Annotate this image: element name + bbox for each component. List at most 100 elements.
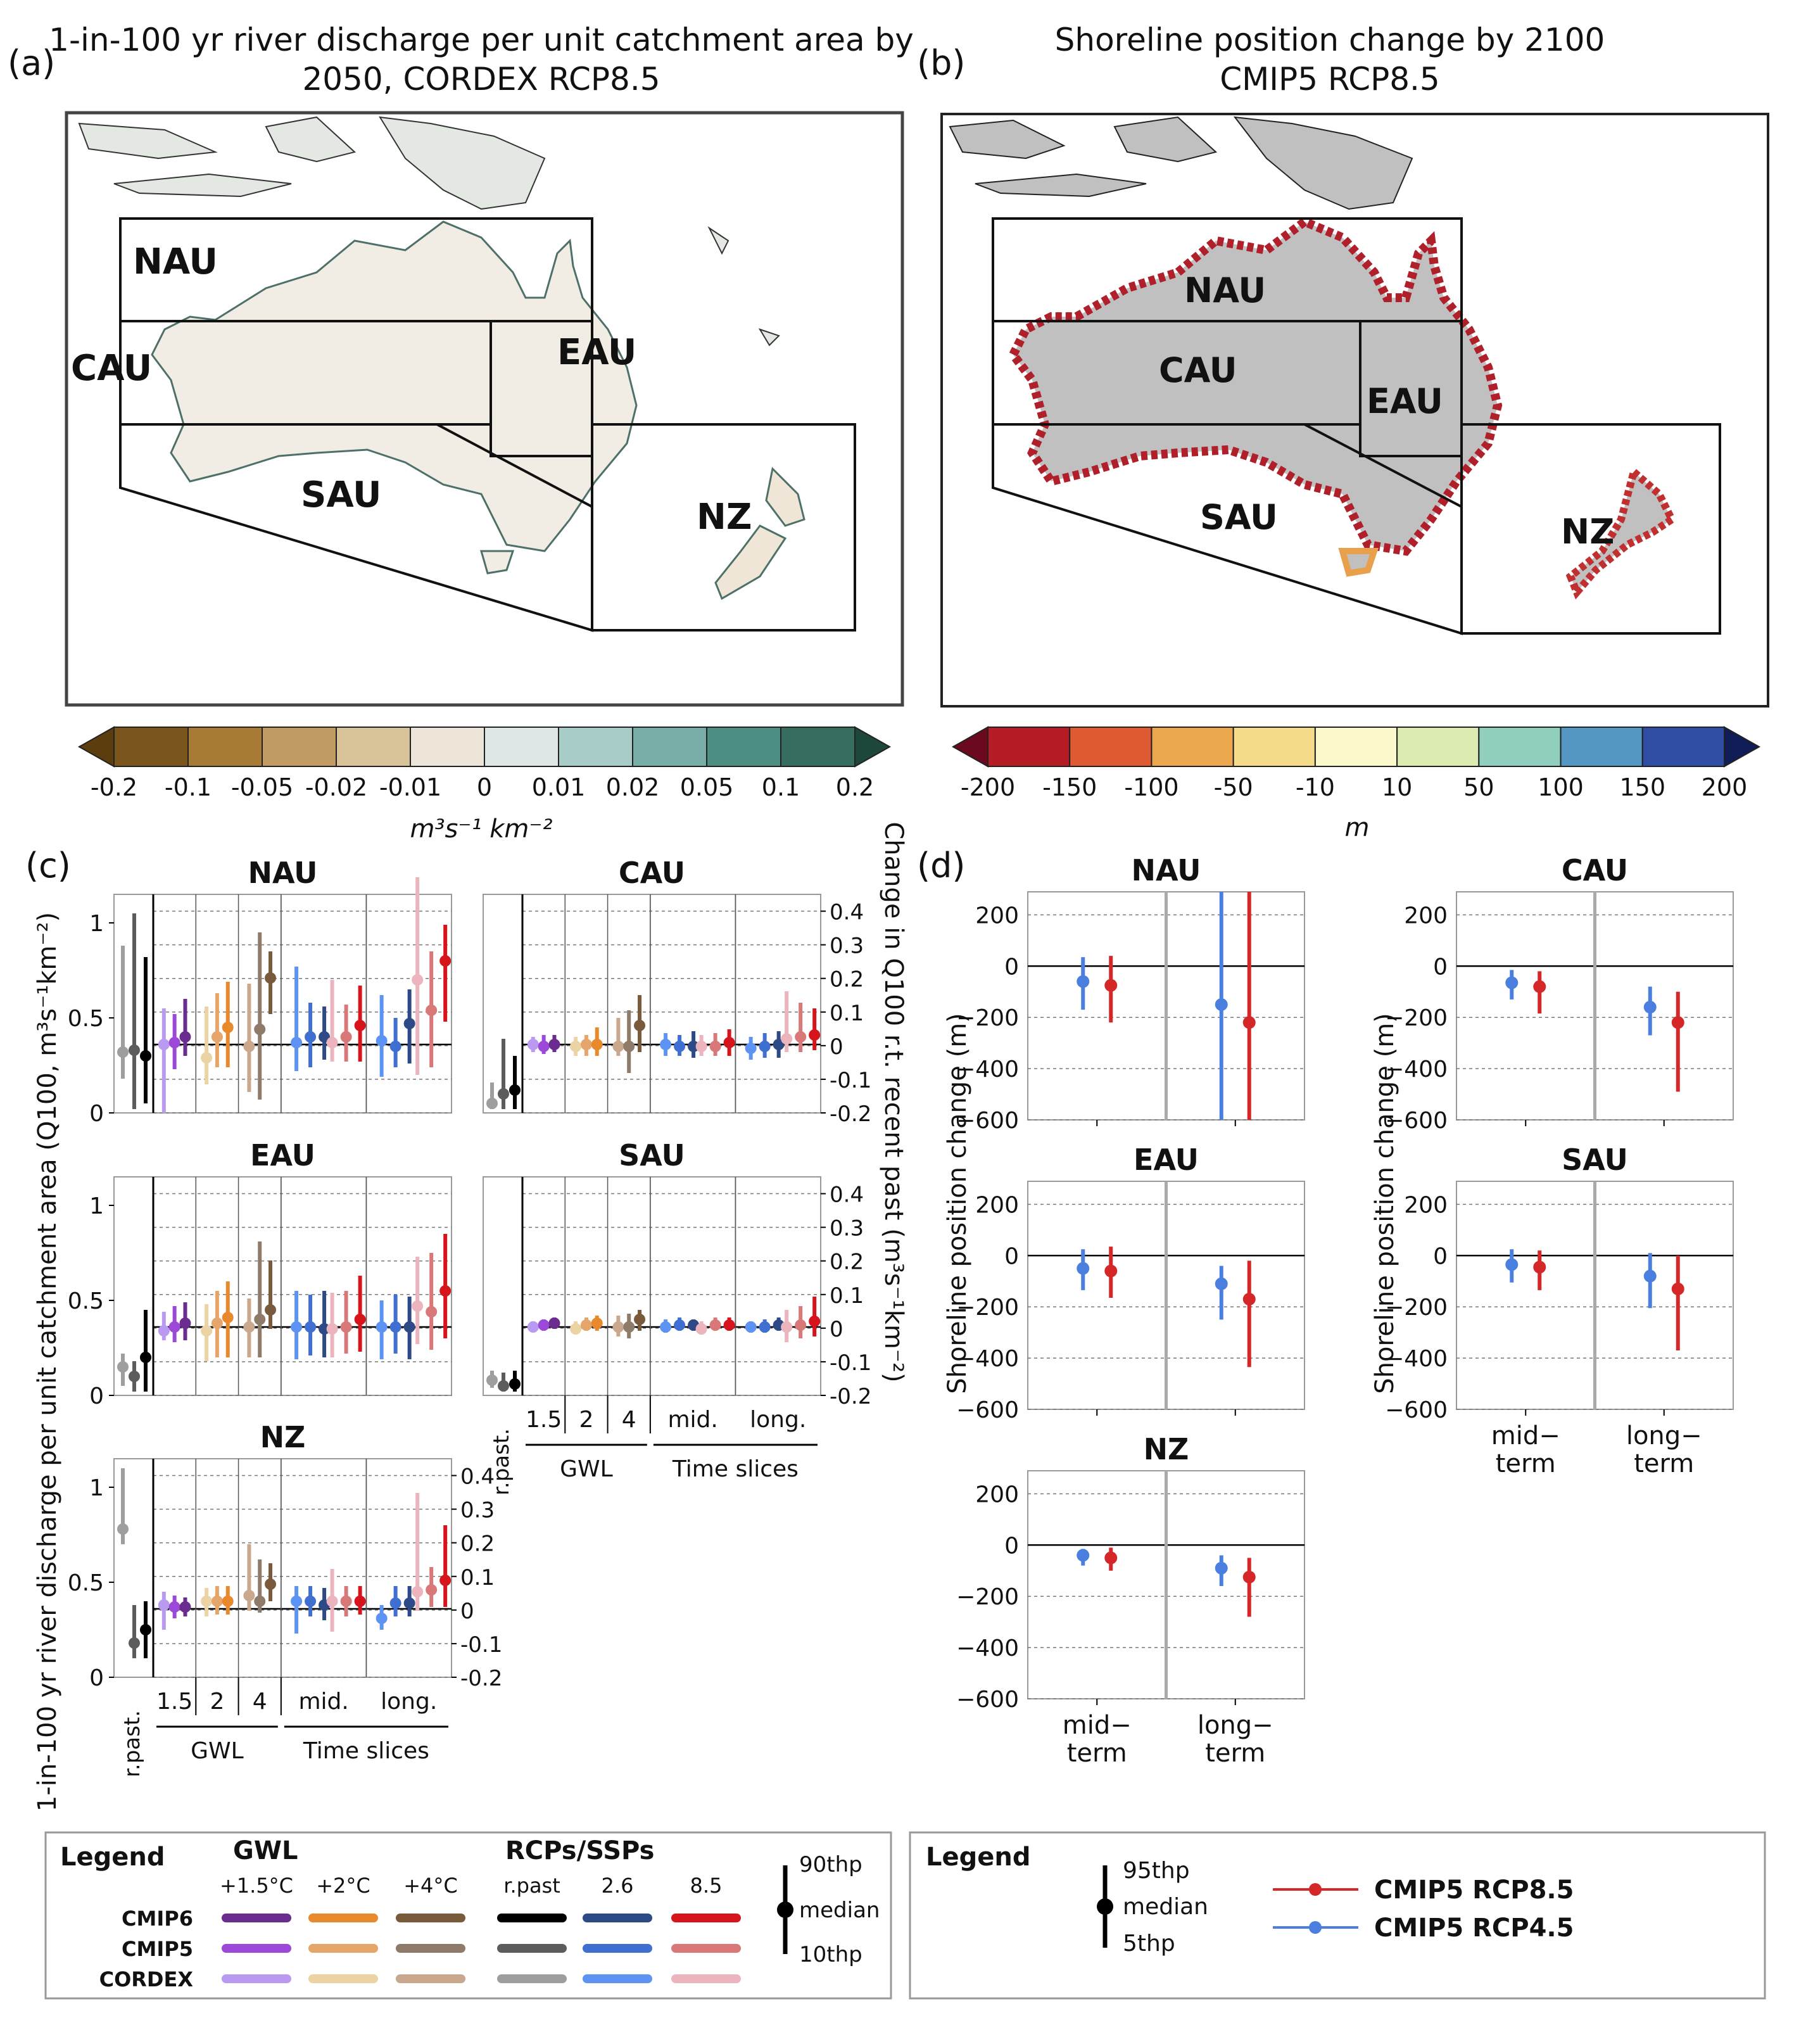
legend-c-col: +4°C: [403, 1874, 458, 1898]
panel-d-ylabel-left: Shoreline position change (m): [943, 1013, 972, 1394]
colorbar-tick-label: 0: [477, 773, 492, 801]
colorbar-tick-label: -50: [1214, 773, 1253, 801]
legend-c-title: Legend: [60, 1843, 165, 1872]
legend-d: Legend 95thp median 5thp CMIP5 RCP8.5 CM…: [909, 1831, 1766, 2000]
colorbar-swatch: [187, 727, 263, 767]
colorbar-swatch: [780, 727, 856, 767]
rcp85-bar-median: [1671, 1282, 1684, 1295]
xtick-label: long−: [1626, 1421, 1702, 1450]
panel-a-title-1: 1-in-100 yr river discharge per unit cat…: [49, 22, 914, 58]
plot-area: [113, 1458, 452, 1678]
panel-d-subplot-eau: EAU 200 0 −200 −400 −600: [956, 1143, 1305, 1423]
panel-c-subplot-eau: EAU 0 0.5 1: [68, 1138, 452, 1409]
colorbar-tick-label: 10: [1382, 773, 1412, 801]
gwl-bar-median: [548, 1039, 560, 1050]
rcp45-bar-median: [1215, 1561, 1228, 1575]
xtick-label: 1.5: [526, 1407, 562, 1433]
xtick-label: 4: [622, 1407, 636, 1433]
colorbar-swatch: [558, 727, 633, 767]
colorbar-tick-label: 150: [1620, 773, 1666, 801]
xtick-label: long.: [750, 1407, 806, 1433]
colorbar-swatch: [1314, 727, 1398, 767]
colorbar-tick-label: 0.1: [762, 773, 800, 801]
ts-bar-median: [319, 1323, 331, 1335]
panel-b: (b) Shoreline position change by 2100 CM…: [917, 22, 1769, 842]
panel-b-title-1: Shoreline position change by 2100: [1055, 22, 1605, 58]
colorbar-swatch: [1478, 727, 1562, 767]
panel-d-letter: (d): [917, 846, 965, 886]
rcp85-bar-median: [1533, 1260, 1546, 1274]
group-label: Time slices: [672, 1456, 799, 1482]
colorbar-tick-label: -150: [1042, 773, 1097, 801]
subplot-title: CAU: [619, 856, 685, 890]
rcp45-bar-median: [1505, 976, 1519, 989]
ts-bar-median: [674, 1319, 686, 1331]
rcp85-bar-median: [1104, 1264, 1118, 1278]
gwl-bar-median: [243, 1041, 255, 1052]
ytick-right-label: 0.4: [830, 900, 864, 925]
xtick-label: 2: [210, 1689, 224, 1715]
map-a-australia: [151, 220, 638, 552]
ytick-label: −400: [956, 1057, 1019, 1082]
colorbar-swatch: [410, 727, 485, 767]
ytick-right-label: -0.2: [830, 1384, 871, 1409]
xtick-label: 2: [579, 1407, 593, 1433]
gwl-bar-median: [222, 1022, 234, 1033]
ytick-label: −400: [956, 1635, 1019, 1661]
panel-a-title-2: 2050, CORDEX RCP8.5: [302, 61, 660, 98]
gwl-bar-median: [168, 1321, 180, 1333]
ts-bar-median: [745, 1043, 757, 1054]
ts-bar-median: [354, 1596, 366, 1607]
colorbar-swatch: [706, 727, 781, 767]
panel-c-ylabel: 1-in-100 yr river discharge per unit cat…: [33, 912, 62, 1812]
legend-c: Legend GWL RCPs/SSPs +1.5°C +2°C +4°C r.…: [44, 1831, 892, 2000]
rcp85-bar-median: [1104, 979, 1118, 992]
colorbar-tick-label: -0.05: [231, 773, 293, 801]
ts-bar-median: [291, 1596, 303, 1607]
gwl-bar-median: [158, 1039, 170, 1050]
region-label: SAU: [1200, 497, 1278, 537]
panel-d: (d) Shoreline position change (m) Shorel…: [917, 846, 1734, 1768]
ytick-label: −400: [956, 1346, 1019, 1372]
colorbar-tick-label: -0.1: [165, 773, 212, 801]
ts-bar-median: [403, 1597, 415, 1609]
ts-bar-median: [326, 1323, 338, 1335]
rcp45-bar-median: [1505, 1258, 1519, 1271]
panel-d-subplot-nau: NAU 200 0 −200 −400 −600: [956, 853, 1305, 1134]
legend-d-whisker-bot: 5thp: [1123, 1931, 1175, 1957]
ytick-label: 0: [1433, 954, 1448, 980]
ytick-label: 200: [975, 1192, 1019, 1218]
rcp45-bar-median: [1215, 998, 1228, 1011]
colorbar-tick-label: -0.02: [305, 773, 367, 801]
ytick-right-label: 0.1: [460, 1565, 495, 1590]
ytick-label: 1: [89, 1193, 104, 1219]
colorbar-tick-label: -200: [961, 773, 1015, 801]
ytick-right-label: 0.2: [460, 1532, 495, 1557]
region-label: NZ: [697, 497, 752, 538]
panel-c-subplot-sau: SAU -0.2 -0.1 0 0.1 0.2 0.3 0.4 r.past. 1.5 2 4 mid.…: [483, 1138, 871, 1495]
map-a-tasmania: [480, 550, 515, 574]
ts-bar-median: [426, 1584, 438, 1596]
gwl-bar-median: [634, 1314, 646, 1325]
plot-area: [113, 894, 452, 1114]
legend-d-frame: [909, 1831, 1766, 2000]
ts-bar-median: [326, 1596, 338, 1607]
colorbar-tick-label: 50: [1463, 773, 1494, 801]
panel-b-title-2: CMIP5 RCP8.5: [1220, 61, 1440, 98]
legend-c-rcp-header: RCPs/SSPs: [505, 1836, 654, 1865]
ytick-label: −200: [956, 1295, 1019, 1321]
ts-bar-median: [389, 1321, 401, 1333]
ts-bar-median: [354, 1314, 366, 1325]
plot-area: [483, 894, 821, 1114]
ts-bar-median: [305, 1596, 317, 1607]
ts-bar-median: [809, 1316, 821, 1327]
ts-bar-median: [709, 1041, 721, 1052]
colorbar-swatch: [484, 727, 559, 767]
ytick-right-label: 0.4: [830, 1183, 864, 1208]
ts-bar-median: [660, 1321, 672, 1333]
rpast-bar-median: [117, 1361, 129, 1373]
gwl-bar-median: [211, 1031, 223, 1043]
gwl-bar-median: [623, 1321, 635, 1333]
ytick-right-label: -0.1: [830, 1068, 871, 1093]
rcp85-bar-median: [1242, 1293, 1256, 1306]
